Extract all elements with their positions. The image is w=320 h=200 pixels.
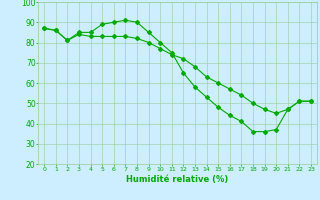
X-axis label: Humidité relative (%): Humidité relative (%) xyxy=(126,175,229,184)
